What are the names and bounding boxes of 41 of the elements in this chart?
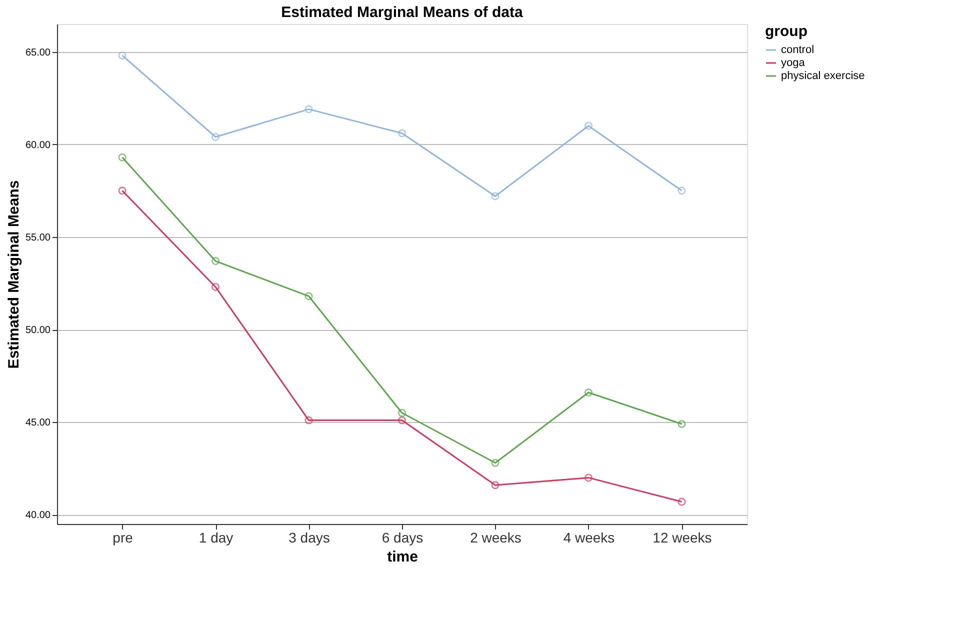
y-tick-label: 65.00 (25, 47, 51, 58)
y-tick-label: 60.00 (25, 140, 51, 151)
point (678, 498, 686, 506)
x-tick-label: 12 weeks (652, 530, 712, 546)
x-tick-label: pre (112, 530, 134, 546)
point (491, 458, 500, 467)
x-axis-title: time (387, 548, 418, 566)
x-tick-label: 2 weeks (470, 530, 522, 546)
point (212, 132, 220, 141)
x-tick-label: 4 weeks (563, 530, 615, 546)
point (398, 129, 406, 138)
point (584, 122, 592, 130)
y-tick-label: 45.00 (25, 418, 51, 429)
point (678, 420, 686, 428)
legend-label: control (781, 44, 814, 56)
point (584, 388, 592, 397)
point (304, 292, 313, 300)
y-tick-label: 50.00 (25, 325, 51, 336)
point (118, 186, 126, 195)
point (398, 416, 406, 424)
y-axis-title: Estimated Marginal Means (5, 180, 22, 369)
y-tick-label: 55.00 (25, 232, 51, 244)
point (304, 105, 313, 114)
y-tick-label: 40.00 (25, 510, 51, 522)
chart-title: Estimated Marginal Means of data (281, 4, 524, 21)
point (398, 408, 406, 417)
point (118, 51, 126, 60)
point (584, 474, 592, 482)
point (491, 192, 500, 200)
x-tick-label: 1 day (198, 530, 234, 546)
x-tick-label: 3 days (288, 530, 330, 546)
legend-title: group (765, 23, 808, 40)
point (212, 282, 220, 291)
point (212, 257, 220, 266)
legend-label: yoga (781, 57, 806, 69)
legend-label: physical exercise (781, 70, 865, 82)
point (678, 186, 686, 195)
x-tick-label: 6 days (382, 530, 424, 546)
point (304, 416, 313, 424)
point (118, 153, 126, 162)
point (491, 481, 500, 490)
